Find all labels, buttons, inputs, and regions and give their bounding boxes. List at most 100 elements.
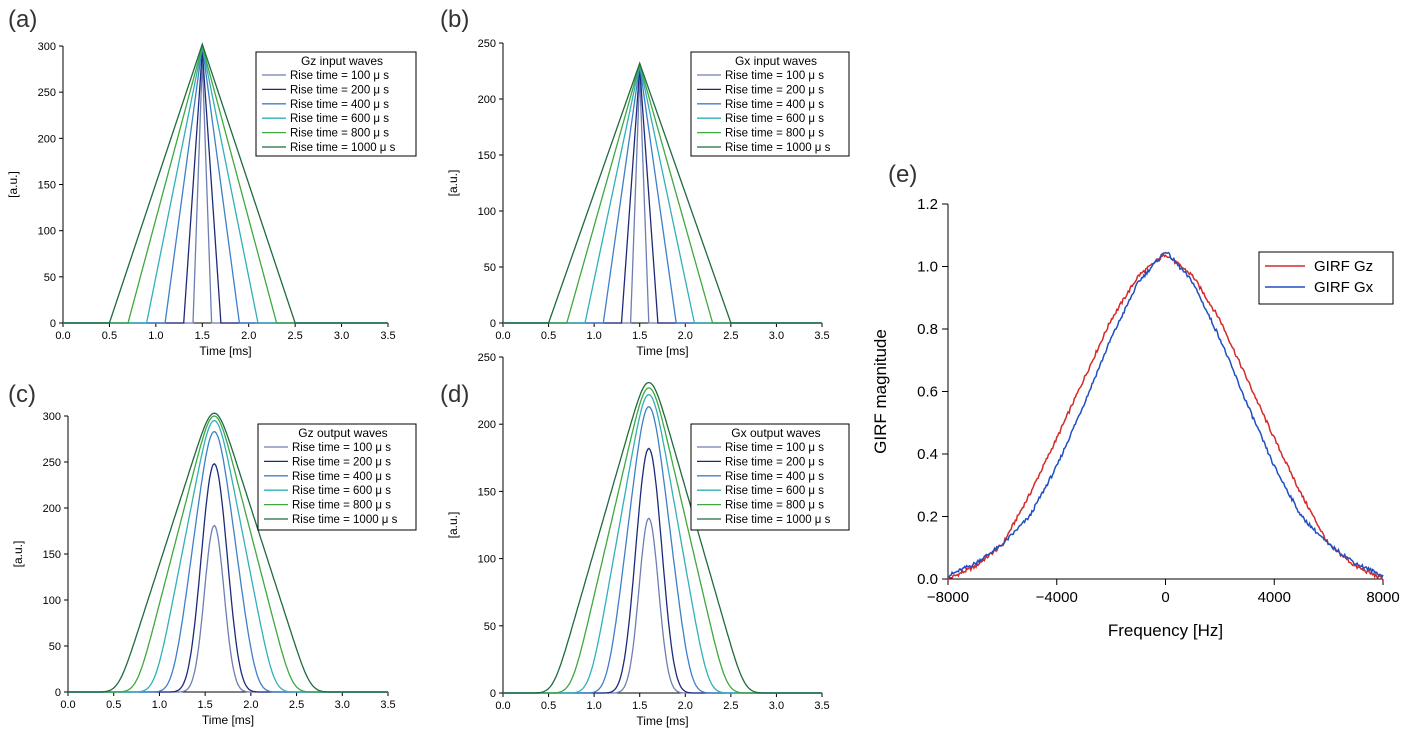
x-tick-label-c: 3.0 (335, 699, 350, 711)
x-tick-label-e: −8000 (927, 589, 969, 606)
y-axis-label-d: [a.u.] (446, 512, 460, 539)
y-tick-label-d: 50 (484, 621, 496, 633)
x-tick-label-a: 3.5 (380, 330, 395, 342)
legend-entry-c: Rise time = 100 μ s (292, 442, 391, 454)
x-tick-label-e: 0 (1161, 589, 1169, 606)
y-tick-label-b: 50 (484, 262, 496, 274)
legend-entry-b: Rise time = 800 μ s (725, 128, 824, 140)
x-tick-label-b: 3.0 (769, 330, 784, 342)
y-tick-label-e: 0.2 (917, 509, 938, 526)
series-line-d-6 (503, 381, 822, 694)
y-axis-label-c: [a.u.] (11, 541, 25, 568)
y-tick-label-e: 0.6 (917, 384, 938, 401)
x-axis-label-a: Time [ms] (199, 344, 251, 358)
legend-title-b: Gx input waves (735, 54, 817, 68)
y-tick-label-c: 0 (55, 687, 61, 699)
x-axis-label-b: Time [ms] (636, 344, 688, 358)
legend-entry-a: Rise time = 200 μ s (290, 84, 389, 96)
legend-title-a: Gz input waves (301, 54, 383, 68)
x-tick-label-b: 2.0 (678, 330, 693, 342)
x-tick-label-c: 2.0 (243, 699, 258, 711)
panel-label-d: (d) (440, 381, 469, 408)
x-tick-label-d: 0.0 (495, 700, 510, 712)
y-tick-label-b: 250 (478, 38, 496, 50)
x-tick-label-b: 1.5 (632, 330, 647, 342)
legend-entry-a: Rise time = 400 μ s (290, 99, 389, 111)
x-tick-label-c: 3.5 (380, 699, 395, 711)
series-group-d (503, 381, 822, 694)
y-tick-label-b: 200 (478, 94, 496, 106)
series-group-c (68, 412, 388, 693)
x-tick-label-c: 0.5 (106, 699, 121, 711)
x-tick-label-d: 3.5 (814, 700, 829, 712)
x-tick-label-d: 2.0 (678, 700, 693, 712)
y-tick-label-e: 1.2 (917, 196, 938, 213)
y-tick-label-d: 250 (478, 352, 496, 364)
legend-box-e (1258, 251, 1394, 305)
x-tick-label-a: 3.0 (334, 330, 349, 342)
legend-title-d: Gx output waves (731, 426, 820, 440)
x-tick-label-a: 2.5 (287, 330, 302, 342)
y-tick-label-a: 250 (38, 87, 56, 99)
panel-label-a: (a) (8, 6, 37, 33)
x-tick-label-b: 2.5 (723, 330, 738, 342)
legend-entry-b: Rise time = 1000 μ s (725, 142, 831, 154)
y-tick-label-a: 100 (38, 226, 56, 238)
x-tick-label-b: 0.5 (541, 330, 556, 342)
y-tick-label-d: 100 (478, 554, 496, 566)
y-tick-label-d: 200 (478, 419, 496, 431)
y-tick-label-c: 50 (49, 641, 61, 653)
series-line-b-6 (503, 61, 822, 324)
legend-entry-b: Rise time = 200 μ s (725, 84, 824, 96)
y-tick-label-d: 150 (478, 486, 496, 498)
legend-entry-c: Rise time = 1000 μ s (292, 514, 398, 526)
x-tick-label-d: 2.5 (723, 700, 738, 712)
y-tick-label-a: 50 (44, 272, 56, 284)
legend-entry-b: Rise time = 100 μ s (725, 70, 824, 82)
legend-entry-c: Rise time = 400 μ s (292, 471, 391, 483)
legend-box-d (690, 423, 850, 531)
x-tick-label-a: 1.0 (148, 330, 163, 342)
legend-entry-e: GIRF Gz (1314, 258, 1373, 275)
legend-entry-d: Rise time = 600 μ s (725, 485, 824, 497)
x-tick-label-b: 0.0 (495, 330, 510, 342)
legend-entry-a: Rise time = 100 μ s (290, 70, 389, 82)
legend-entry-d: Rise time = 200 μ s (725, 456, 824, 468)
y-tick-label-a: 150 (38, 180, 56, 192)
y-tick-label-b: 100 (478, 206, 496, 218)
y-tick-label-a: 300 (38, 41, 56, 53)
legend-entry-c: Rise time = 800 μ s (292, 500, 391, 512)
series-line-e-1 (947, 252, 1384, 581)
x-axis-label-d: Time [ms] (636, 714, 688, 728)
panel-label-b: (b) (440, 6, 469, 33)
y-tick-label-c: 200 (43, 503, 61, 515)
x-tick-label-e: −4000 (1036, 589, 1078, 606)
legend-entry-a: Rise time = 1000 μ s (290, 142, 396, 154)
panel-label-e: (e) (888, 161, 917, 188)
legend-entry-b: Rise time = 400 μ s (725, 99, 824, 111)
legend-entry-d: Rise time = 1000 μ s (725, 514, 831, 526)
y-tick-label-c: 100 (43, 595, 61, 607)
series-group-b (503, 61, 822, 324)
y-tick-label-a: 0 (50, 318, 56, 330)
legend-entry-d: Rise time = 400 μ s (725, 471, 824, 483)
legend-entry-c: Rise time = 200 μ s (292, 456, 391, 468)
legend-entry-a: Rise time = 800 μ s (290, 128, 389, 140)
y-tick-label-b: 150 (478, 150, 496, 162)
y-tick-label-b: 0 (490, 318, 496, 330)
series-group-a (63, 42, 388, 324)
legend-entry-c: Rise time = 600 μ s (292, 485, 391, 497)
x-tick-label-b: 3.5 (814, 330, 829, 342)
legend-entry-a: Rise time = 600 μ s (290, 113, 389, 125)
legend-entry-d: Rise time = 800 μ s (725, 500, 824, 512)
x-tick-label-e: 4000 (1258, 589, 1291, 606)
legend-title-c: Gz output waves (298, 426, 387, 440)
y-tick-label-e: 1.0 (917, 259, 938, 276)
legend-entry-e: GIRF Gx (1314, 279, 1374, 296)
legend-box-c (257, 423, 417, 531)
x-tick-label-d: 0.5 (541, 700, 556, 712)
x-tick-label-d: 1.5 (632, 700, 647, 712)
y-tick-label-e: 0.4 (917, 446, 938, 463)
x-tick-label-d: 1.0 (586, 700, 601, 712)
